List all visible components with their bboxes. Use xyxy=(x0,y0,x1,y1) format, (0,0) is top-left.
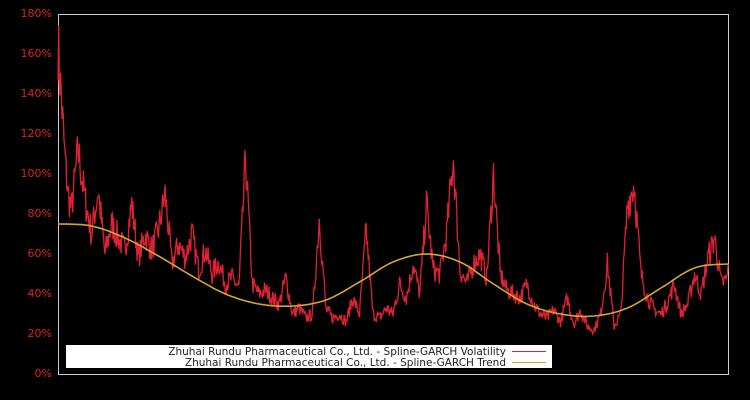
legend-swatch-volatility xyxy=(512,351,546,352)
y-tick-label: 60% xyxy=(27,247,52,260)
chart-legend: Zhuhai Rundu Pharmaceutical Co., Ltd. - … xyxy=(66,345,552,369)
legend-swatch-trend xyxy=(512,362,546,363)
plot-frame xyxy=(58,14,729,375)
y-tick-label: 0% xyxy=(34,367,52,380)
legend-label-trend: Zhuhai Rundu Pharmaceutical Co., Ltd. - … xyxy=(184,356,506,369)
trend-series-line xyxy=(57,223,729,318)
volatility-series-line xyxy=(57,25,729,337)
y-tick-label: 80% xyxy=(27,207,52,220)
legend-item-volatility: Zhuhai Rundu Pharmaceutical Co., Ltd. - … xyxy=(168,345,546,358)
y-tick-label: 40% xyxy=(27,287,52,300)
legend-item-trend: Zhuhai Rundu Pharmaceutical Co., Ltd. - … xyxy=(184,356,546,369)
y-tick-label: 100% xyxy=(20,167,52,180)
y-tick-label: 20% xyxy=(27,327,52,340)
legend-label-volatility: Zhuhai Rundu Pharmaceutical Co., Ltd. - … xyxy=(168,345,506,358)
y-tick-label: 180% xyxy=(20,7,52,20)
y-tick-label: 140% xyxy=(20,87,52,100)
y-tick-label: 160% xyxy=(20,47,52,60)
y-tick-label: 120% xyxy=(20,127,52,140)
